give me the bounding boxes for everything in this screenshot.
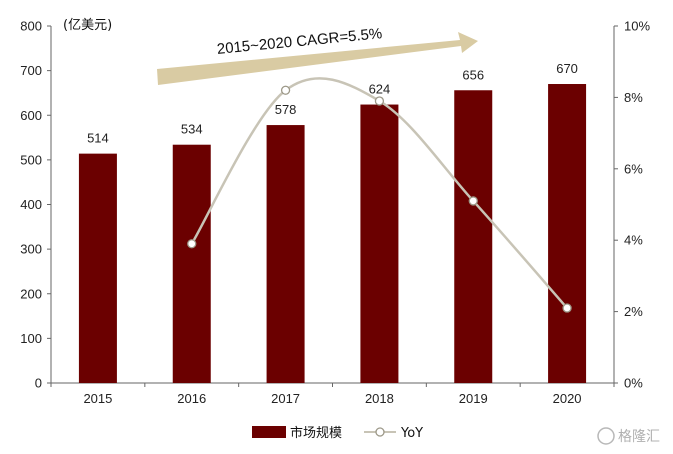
x-tick-label: 2016 bbox=[177, 391, 206, 406]
bar bbox=[548, 84, 587, 383]
legend-label-yoy: YoY bbox=[400, 426, 423, 441]
y2-tick-label: 8% bbox=[624, 90, 643, 105]
y-axis-title: (亿美元) bbox=[63, 18, 112, 33]
y-tick-label: 0 bbox=[35, 376, 42, 391]
data-label: 514 bbox=[87, 131, 109, 146]
legend-swatch-yoy-marker bbox=[375, 427, 385, 437]
x-tick-label: 2020 bbox=[553, 391, 582, 406]
legend-label-market-size: 市场规模 bbox=[290, 425, 342, 441]
y-tick-label: 200 bbox=[20, 286, 42, 301]
y-tick-label: 400 bbox=[20, 197, 42, 212]
y2-tick-label: 0% bbox=[624, 376, 643, 391]
x-tick-label: 2017 bbox=[271, 391, 300, 406]
axes: 0 100 200 300 400 500 600 700 800 0% 2% 4% 6% 8% 10% 20… bbox=[20, 19, 650, 407]
yoy-point bbox=[374, 96, 385, 106]
x-tick-label: 2019 bbox=[459, 391, 488, 406]
bar bbox=[360, 104, 399, 383]
legend-swatch-market-size bbox=[252, 426, 286, 438]
y-tick-label: 700 bbox=[20, 63, 42, 78]
yoy-point bbox=[280, 85, 291, 95]
cagr-arrow: 2015~2020 CAGR=5.5% bbox=[157, 25, 478, 85]
legend: 市场规模 YoY bbox=[252, 425, 423, 441]
y2-tick-label: 4% bbox=[624, 233, 643, 248]
bar bbox=[454, 90, 493, 383]
yoy-line-series bbox=[187, 77, 572, 313]
data-label: 534 bbox=[181, 122, 203, 137]
y-tick-label: 800 bbox=[20, 19, 42, 34]
y-tick-label: 500 bbox=[20, 152, 42, 167]
bar-series bbox=[78, 84, 587, 383]
data-label: 670 bbox=[556, 61, 578, 76]
data-label: 578 bbox=[275, 102, 297, 117]
data-labels: 514 534 578 624 656 670 bbox=[87, 61, 578, 146]
y-tick-label: 300 bbox=[20, 242, 42, 257]
bar bbox=[78, 153, 117, 383]
watermark-text: 格隆汇 bbox=[618, 429, 660, 445]
data-label: 656 bbox=[462, 67, 484, 82]
y-tick-label: 100 bbox=[20, 331, 42, 346]
x-tick-label: 2018 bbox=[365, 391, 394, 406]
yoy-point bbox=[187, 239, 197, 249]
y-tick-label: 600 bbox=[20, 108, 42, 123]
y2-tick-label: 10% bbox=[624, 19, 650, 34]
watermark-logo-icon bbox=[597, 427, 615, 445]
cagr-arrow-shape bbox=[157, 32, 478, 85]
yoy-point bbox=[562, 303, 572, 313]
y2-tick-label: 2% bbox=[624, 304, 643, 319]
bar bbox=[172, 144, 211, 383]
watermark: 格隆汇 bbox=[597, 427, 660, 445]
bar bbox=[266, 125, 305, 383]
data-label: 624 bbox=[369, 82, 391, 97]
x-tick-label: 2015 bbox=[83, 391, 112, 406]
y2-tick-label: 6% bbox=[624, 161, 643, 176]
yoy-point bbox=[468, 196, 478, 206]
